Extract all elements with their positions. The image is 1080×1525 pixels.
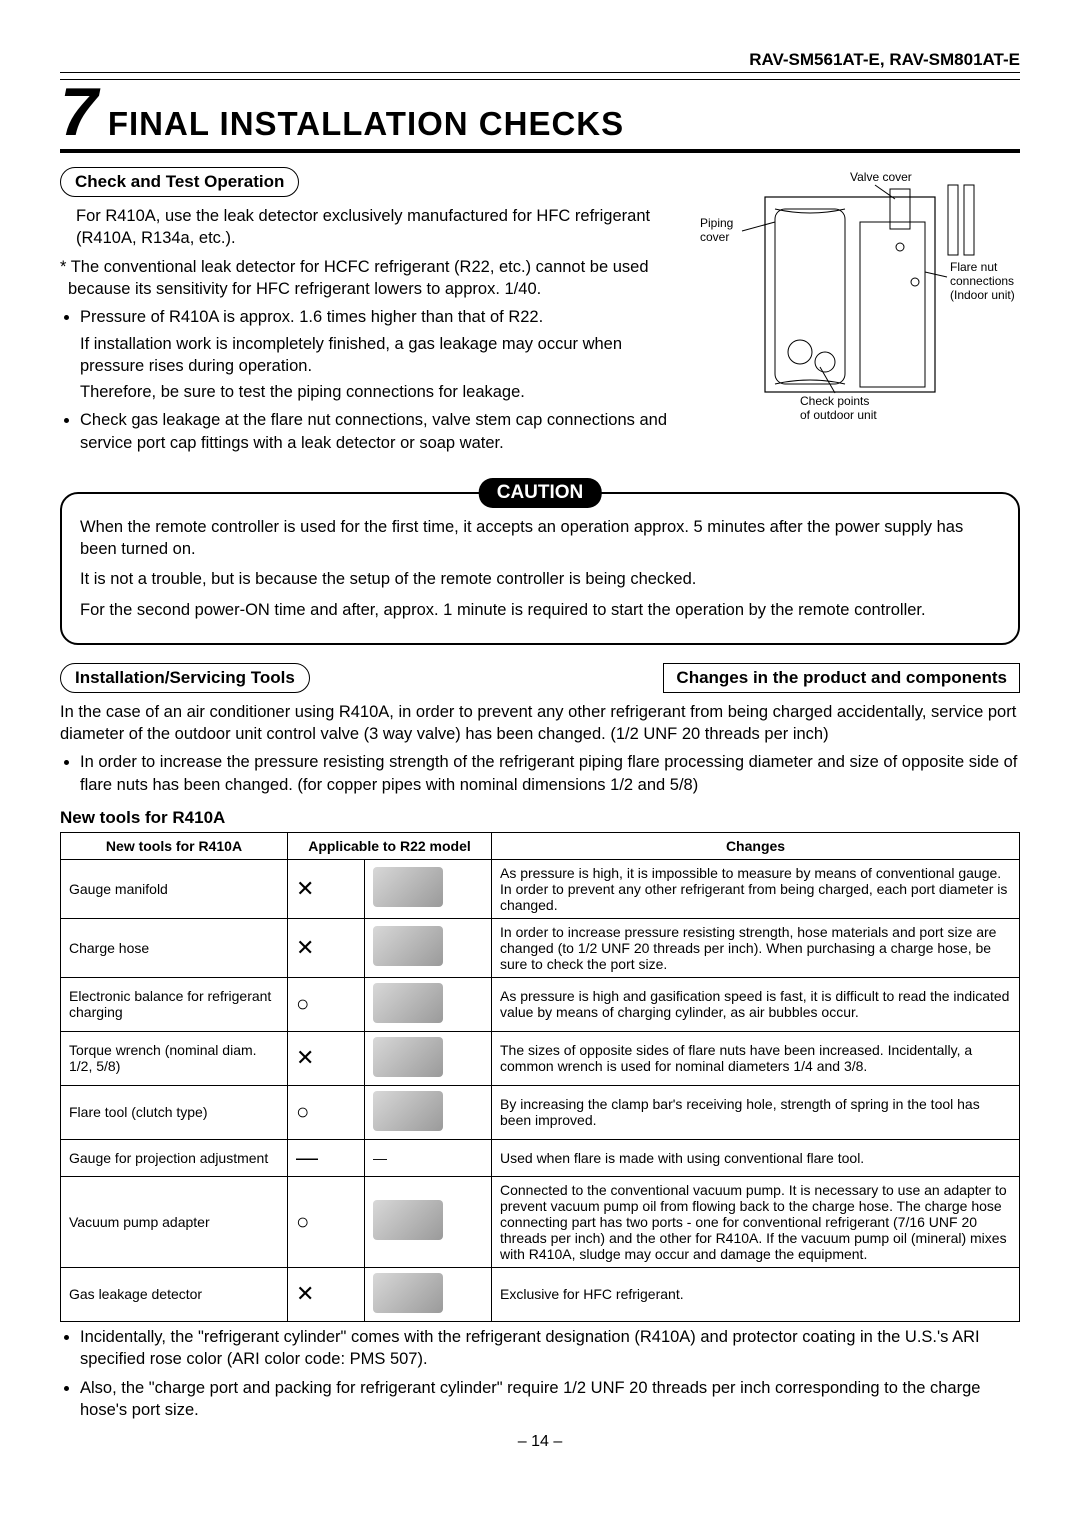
tools-intro: In the case of an air conditioner using … bbox=[60, 701, 1020, 746]
changes-cell: As pressure is high and gasification spe… bbox=[492, 977, 1020, 1031]
label-flare-3: (Indoor unit) bbox=[950, 288, 1015, 302]
applicable-cell: ○ bbox=[288, 1085, 365, 1139]
changes-cell: In order to increase pressure resisting … bbox=[492, 918, 1020, 977]
table-row: Flare tool (clutch type)○ By increasing t… bbox=[61, 1085, 1020, 1139]
tool-name-cell: Gauge manifold bbox=[61, 859, 288, 918]
tool-image-icon bbox=[373, 1200, 443, 1240]
changes-cell: Connected to the conventional vacuum pum… bbox=[492, 1176, 1020, 1267]
changes-heading: Changes in the product and components bbox=[663, 663, 1020, 693]
col-tool-header: New tools for R410A bbox=[61, 832, 288, 859]
tool-image-cell bbox=[365, 977, 492, 1031]
tools-heading: Installation/Servicing Tools bbox=[60, 663, 310, 693]
tool-image-icon bbox=[373, 1091, 443, 1131]
tool-name-cell: Torque wrench (nominal diam. 1/2, 5/8) bbox=[61, 1031, 288, 1085]
label-checkpoints-2: of outdoor unit bbox=[800, 408, 877, 422]
applicable-cell: ○ bbox=[288, 977, 365, 1031]
applicable-cell: — bbox=[288, 1139, 365, 1176]
table-row: Gauge manifold✕ As pressure is high, it i… bbox=[61, 859, 1020, 918]
tools-bullet: In order to increase the pressure resist… bbox=[80, 751, 1020, 796]
applicable-cell: ✕ bbox=[288, 1267, 365, 1321]
applicable-cell: ○ bbox=[288, 1176, 365, 1267]
tool-image-cell bbox=[365, 1085, 492, 1139]
tool-image-cell: — bbox=[365, 1139, 492, 1176]
footnote-1: Incidentally, the "refrigerant cylinder"… bbox=[80, 1326, 1020, 1371]
tool-image-cell bbox=[365, 1031, 492, 1085]
tool-name-cell: Flare tool (clutch type) bbox=[61, 1085, 288, 1139]
caution-box: CAUTION When the remote controller is us… bbox=[60, 492, 1020, 645]
tool-image-icon bbox=[373, 867, 443, 907]
footnote-2: Also, the "charge port and packing for r… bbox=[80, 1377, 1020, 1422]
label-piping-cover-1: Piping bbox=[700, 216, 733, 230]
tool-name-cell: Electronic balance for refrigerant charg… bbox=[61, 977, 288, 1031]
label-valve-cover: Valve cover bbox=[850, 170, 912, 184]
col-changes-header: Changes bbox=[492, 832, 1020, 859]
outdoor-unit-diagram: Valve cover Piping cover Flare nut conne… bbox=[700, 167, 1020, 427]
section-number: 7 bbox=[60, 82, 98, 143]
changes-cell: The sizes of opposite sides of flare nut… bbox=[492, 1031, 1020, 1085]
applicable-cell: ✕ bbox=[288, 859, 365, 918]
changes-cell: Used when flare is made with using conve… bbox=[492, 1139, 1020, 1176]
tool-name-cell: Gauge for projection adjustment bbox=[61, 1139, 288, 1176]
check-test-bullet-2: Check gas leakage at the flare nut conne… bbox=[80, 409, 684, 454]
col-applicable-header: Applicable to R22 model bbox=[288, 832, 492, 859]
label-piping-cover-2: cover bbox=[700, 230, 729, 244]
tool-image-icon bbox=[373, 1273, 443, 1313]
check-test-p1: For R410A, use the leak detector exclusi… bbox=[76, 205, 684, 250]
table-row: Torque wrench (nominal diam. 1/2, 5/8)✕ T… bbox=[61, 1031, 1020, 1085]
applicable-cell: ✕ bbox=[288, 1031, 365, 1085]
tool-image-icon bbox=[373, 1037, 443, 1077]
check-test-asterisk: * The conventional leak detector for HCF… bbox=[68, 256, 684, 301]
table-header-row: New tools for R410A Applicable to R22 mo… bbox=[61, 832, 1020, 859]
table-row: Gauge for projection adjustment——Used wh… bbox=[61, 1139, 1020, 1176]
table-row: Electronic balance for refrigerant charg… bbox=[61, 977, 1020, 1031]
changes-cell: By increasing the clamp bar's receiving … bbox=[492, 1085, 1020, 1139]
applicable-cell: ✕ bbox=[288, 918, 365, 977]
tool-image-cell bbox=[365, 1176, 492, 1267]
tool-image-icon bbox=[373, 926, 443, 966]
label-flare-1: Flare nut bbox=[950, 260, 998, 274]
check-test-bullet-1: Pressure of R410A is approx. 1.6 times h… bbox=[80, 306, 684, 403]
table-heading: New tools for R410A bbox=[60, 808, 1020, 828]
model-line: RAV-SM561AT-E, RAV-SM801AT-E bbox=[60, 50, 1020, 73]
changes-cell: Exclusive for HFC refrigerant. bbox=[492, 1267, 1020, 1321]
b1-text: Pressure of R410A is approx. 1.6 times h… bbox=[80, 308, 543, 326]
tool-name-cell: Charge hose bbox=[61, 918, 288, 977]
b1-cont1: If installation work is incompletely fin… bbox=[80, 333, 684, 378]
caution-badge: CAUTION bbox=[479, 478, 602, 508]
tool-name-cell: Gas leakage detector bbox=[61, 1267, 288, 1321]
b1-cont2: Therefore, be sure to test the piping co… bbox=[80, 381, 684, 403]
table-row: Gas leakage detector✕ Exclusive for HFC r… bbox=[61, 1267, 1020, 1321]
caution-p1: When the remote controller is used for t… bbox=[80, 516, 1000, 561]
tool-image-icon bbox=[373, 983, 443, 1023]
table-row: Charge hose✕ In order to increase pressur… bbox=[61, 918, 1020, 977]
table-row: Vacuum pump adapter○ Connected to the con… bbox=[61, 1176, 1020, 1267]
caution-p3: For the second power-ON time and after, … bbox=[80, 599, 1000, 621]
caution-p2: It is not a trouble, but is because the … bbox=[80, 568, 1000, 590]
tool-image-cell bbox=[365, 859, 492, 918]
tool-name-cell: Vacuum pump adapter bbox=[61, 1176, 288, 1267]
label-checkpoints-1: Check points bbox=[800, 394, 869, 408]
page-number: – 14 – bbox=[60, 1433, 1020, 1451]
tool-image-cell bbox=[365, 1267, 492, 1321]
changes-cell: As pressure is high, it is impossible to… bbox=[492, 859, 1020, 918]
label-flare-2: connections bbox=[950, 274, 1014, 288]
check-test-heading: Check and Test Operation bbox=[60, 167, 299, 197]
section-title-row: 7 FINAL INSTALLATION CHECKS bbox=[60, 79, 1020, 153]
tool-image-cell bbox=[365, 918, 492, 977]
section-title: FINAL INSTALLATION CHECKS bbox=[108, 105, 624, 143]
tools-table: New tools for R410A Applicable to R22 mo… bbox=[60, 832, 1020, 1322]
